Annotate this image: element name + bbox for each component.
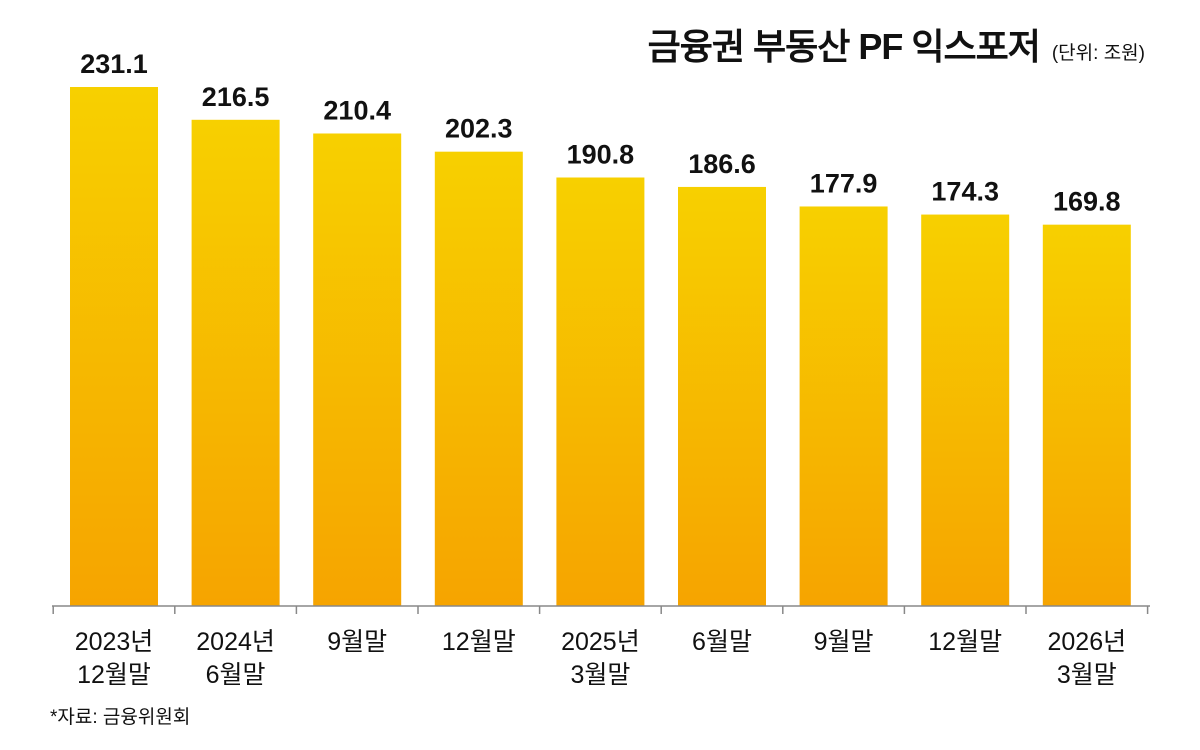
- source-note: *자료: 금융위원회: [50, 707, 191, 728]
- value-label: 231.1: [80, 49, 148, 79]
- bar: [678, 186, 766, 606]
- category-label: 12월말: [442, 628, 516, 656]
- bar: [799, 206, 888, 606]
- bar: [70, 87, 158, 606]
- value-label: 186.6: [688, 149, 756, 179]
- bar: [191, 119, 280, 607]
- category-label: 2026년 3월말: [1047, 628, 1126, 689]
- category-label: 9월말: [327, 628, 387, 656]
- bar: [556, 177, 645, 606]
- category-label: 9월말: [814, 628, 874, 656]
- bar: [921, 214, 1010, 606]
- bar-chart: 231.1 216.5 210.4 202.3 190.8 186.6 177.9 174.3…: [52, 49, 1150, 689]
- value-label: 177.9: [810, 168, 878, 198]
- bar: [313, 133, 402, 606]
- category-label: 2025년 3월말: [561, 628, 640, 689]
- bar: [1042, 224, 1131, 606]
- bar: [434, 151, 523, 606]
- category-label: 2023년 12월말: [75, 628, 154, 689]
- value-label: 216.5: [202, 82, 270, 112]
- x-axis: 2023년 12월말 2024년 6월말 9월말 12월말 2025년 3월말 6월말 9월말 12…: [52, 605, 1150, 689]
- value-label: 190.8: [567, 140, 635, 170]
- bars-group: 231.1 216.5 210.4 202.3 190.8 186.6 177.9 174.3…: [70, 49, 1131, 607]
- chart-title: 금융권 부동산 PF 익스포저: [647, 26, 1041, 67]
- value-label: 174.3: [931, 177, 999, 207]
- value-label: 202.3: [445, 114, 513, 144]
- category-label: 6월말: [692, 628, 752, 656]
- value-label: 210.4: [323, 95, 391, 125]
- chart-header: 금융권 부동산 PF 익스포저 (단위: 조원): [648, 18, 1145, 70]
- value-label: 169.8: [1053, 187, 1121, 217]
- category-label: 12월말: [928, 628, 1002, 656]
- unit-label: (단위: 조원): [1051, 43, 1145, 64]
- category-label: 2024년 6월말: [196, 628, 275, 689]
